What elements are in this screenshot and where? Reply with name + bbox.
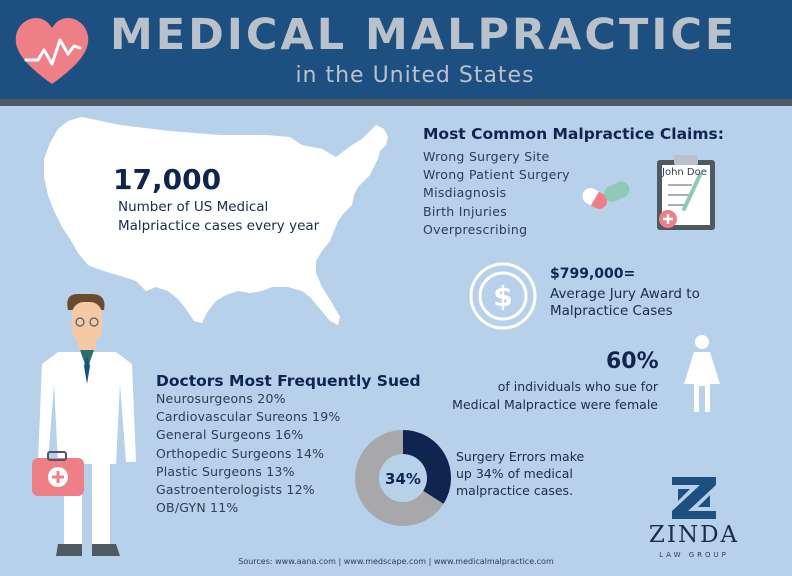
surgery-errors-donut: 34% [355, 430, 451, 526]
doctor-icon [32, 294, 136, 556]
page-title: MEDICAL MALPRACTICE [110, 10, 738, 60]
us-map-icon [44, 117, 388, 325]
surgery-line3: malpractice cases. [456, 483, 574, 498]
cases-label-line2: Malpriactice cases every year [118, 218, 320, 234]
header-banner [0, 0, 792, 99]
page-subtitle: in the United States [295, 63, 535, 88]
list-item: General Surgeons 16% [156, 427, 304, 443]
list-item: OB/GYN 11% [156, 500, 239, 516]
claims-heading: Most Common Malpractice Claims: [423, 125, 724, 143]
dollar-icon: $ [469, 262, 537, 330]
surgery-line2: up 34% of medical [456, 466, 573, 481]
surgery-line1: Surgery Errors make [456, 449, 585, 464]
list-item: Plastic Surgeons 13% [156, 463, 295, 479]
list-item: Gastroenterologists 12% [156, 482, 315, 498]
female-percent: 60% [606, 349, 659, 374]
donut-label: 34% [385, 470, 421, 488]
doctors-heading: Doctors Most Frequently Sued [156, 372, 421, 390]
list-item: Orthopedic Surgeons 14% [156, 445, 325, 461]
list-item: Cardiovascular Sureons 19% [156, 409, 341, 425]
female-line2: Medical Malpractice were female [452, 397, 658, 412]
list-item: Wrong Surgery Site [423, 149, 550, 164]
sources-footer: Sources: www.aana.com | www.medscape.com… [238, 557, 554, 566]
svg-text:$: $ [493, 280, 512, 313]
list-item: Birth Injuries [423, 203, 508, 219]
clipboard-icon [657, 155, 715, 230]
clipboard-name: John Doe [662, 167, 707, 178]
donut-slice [402, 430, 451, 504]
jury-line1: Average Jury Award to [550, 286, 700, 302]
list-item: Neurosurgeons 20% [156, 391, 286, 406]
female-line1: of individuals who sue for [497, 379, 658, 394]
cases-label-line1: Number of US Medical [118, 199, 269, 215]
header-divider [0, 99, 792, 106]
jury-amount: $799,000= [550, 266, 636, 282]
female-icon [684, 335, 720, 412]
list-item: Misdiagnosis [423, 185, 507, 201]
pill-icon [582, 181, 630, 209]
cases-number: 17,000 [113, 163, 222, 196]
claims-list: Wrong Surgery Site Wrong Patient Surgery… [423, 148, 570, 239]
list-item: Wrong Patient Surgery [423, 167, 570, 183]
doctors-list: Neurosurgeons 20% Cardiovascular Sureons… [156, 390, 340, 517]
heart-pulse-icon [15, 18, 89, 84]
jury-line2: Malpractice Cases [550, 303, 673, 319]
brand-sub: LAW GROUP [659, 551, 729, 559]
list-item: Overprescribing [423, 221, 528, 237]
brand-name: ZINDA [648, 522, 740, 548]
zinda-logo-icon [672, 477, 716, 519]
